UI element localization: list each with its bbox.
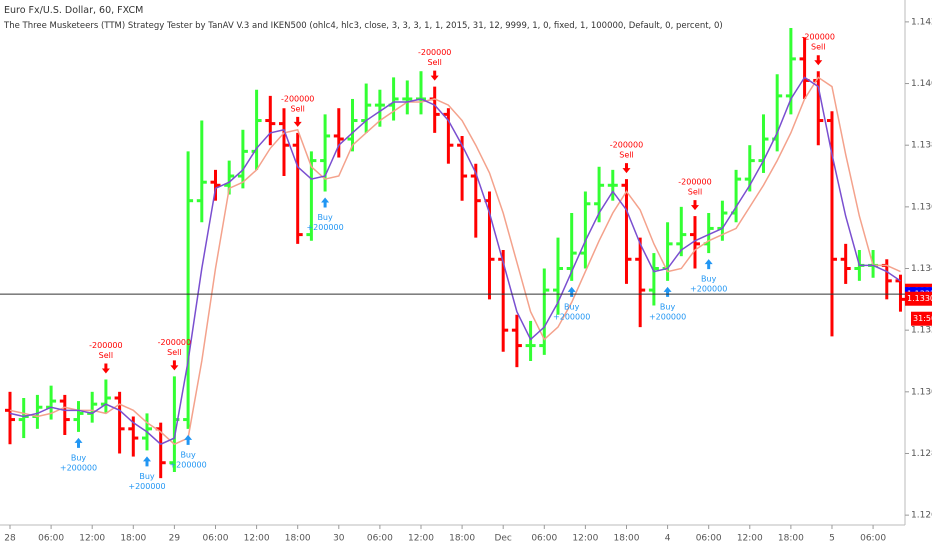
y-tick-label: 1.12600 <box>911 511 932 521</box>
y-tick-label: 1.13400 <box>911 264 932 274</box>
sell-arrow <box>690 200 699 211</box>
x-tick-label: 29 <box>169 534 181 544</box>
y-tick-label: 1.12800 <box>911 449 932 459</box>
y-tick-label: 1.14000 <box>911 79 932 89</box>
buy-arrow <box>704 259 713 270</box>
signal-qty: +200000 <box>128 482 165 491</box>
x-tick-label: 18:00 <box>120 534 146 544</box>
sell-arrow <box>293 116 302 127</box>
signal-qty: +200000 <box>649 312 686 321</box>
signal-qty: -200000 <box>802 33 835 42</box>
sell-arrow <box>170 360 179 371</box>
x-tick-label: 5 <box>829 534 835 544</box>
signal-qty: +200000 <box>306 223 343 232</box>
signal-side: Buy <box>71 453 87 462</box>
signal-side: Sell <box>688 188 702 197</box>
signal-qty: -200000 <box>678 178 711 187</box>
x-tick-label: 12:00 <box>737 534 763 544</box>
y-tick-label: 1.14200 <box>911 17 932 27</box>
moving-average <box>9 76 901 446</box>
countdown: 31:50 <box>913 314 932 323</box>
x-tick-label: 06:00 <box>38 534 64 544</box>
signal-side: Sell <box>619 151 633 160</box>
x-tick-label: 18:00 <box>449 534 475 544</box>
signal-qty: +200000 <box>690 285 727 294</box>
x-tick-label: 18:00 <box>285 534 311 544</box>
signal-side: Buy <box>180 450 196 459</box>
x-tick-label: 06:00 <box>367 534 393 544</box>
x-tick-label: 18:00 <box>614 534 640 544</box>
price-label: 1.13302 <box>907 294 932 303</box>
signal-qty: -200000 <box>281 94 314 103</box>
x-tick-label: 28 <box>4 534 16 544</box>
buy-arrow <box>663 286 672 297</box>
price-label-box <box>905 291 932 306</box>
buy-arrow <box>567 286 576 297</box>
signal-side: Sell <box>99 351 113 360</box>
signal-side: Sell <box>167 348 181 357</box>
signal-side: Buy <box>139 472 155 481</box>
buy-arrow <box>74 437 83 448</box>
signal-qty: -200000 <box>610 141 643 150</box>
signal-side: Buy <box>660 302 676 311</box>
chart-title: Euro Fx/U.S. Dollar, 60, FXCM <box>4 5 143 16</box>
y-tick-label: 1.13000 <box>911 387 932 397</box>
x-tick-label: 30 <box>333 534 345 544</box>
signal-qty: -200000 <box>89 341 122 350</box>
sell-arrow <box>430 70 439 81</box>
signal-side: Buy <box>701 275 717 284</box>
signal-qty: -200000 <box>418 48 451 57</box>
signal-side: Buy <box>564 302 580 311</box>
x-tick-label: 06:00 <box>860 534 886 544</box>
sell-arrow <box>101 363 110 374</box>
signal-qty: +200000 <box>553 312 590 321</box>
x-tick-label: Dec <box>494 534 511 544</box>
x-tick-label: 06:00 <box>203 534 229 544</box>
x-tick-label: 12:00 <box>79 534 105 544</box>
y-tick-label: 1.13800 <box>911 141 932 151</box>
x-tick-label: 12:00 <box>408 534 434 544</box>
signal-qty: +200000 <box>169 460 206 469</box>
buy-arrow <box>321 197 330 208</box>
signal-side: Sell <box>290 104 304 113</box>
chart-subtitle: The Three Musketeers (TTM) Strategy Test… <box>3 21 723 31</box>
countdown-box <box>911 311 932 326</box>
signal-qty: -200000 <box>158 338 191 347</box>
x-tick-label: 4 <box>665 534 671 544</box>
x-tick-label: 06:00 <box>531 534 557 544</box>
x-tick-label: 12:00 <box>572 534 598 544</box>
sell-arrow <box>814 55 823 66</box>
signal-qty: +200000 <box>60 463 97 472</box>
y-tick-label: 1.13600 <box>911 202 932 212</box>
buy-arrow <box>184 434 193 445</box>
signal-side: Sell <box>427 58 441 67</box>
moving-average <box>9 76 901 446</box>
x-tick-label: 18:00 <box>778 534 804 544</box>
sell-arrow <box>622 163 631 174</box>
x-tick-label: 12:00 <box>244 534 270 544</box>
y-tick-label: 1.13200 <box>911 326 932 336</box>
signal-side: Buy <box>317 213 333 222</box>
signal-side: Sell <box>811 43 825 52</box>
buy-arrow <box>142 456 151 467</box>
x-tick-label: 06:00 <box>696 534 722 544</box>
